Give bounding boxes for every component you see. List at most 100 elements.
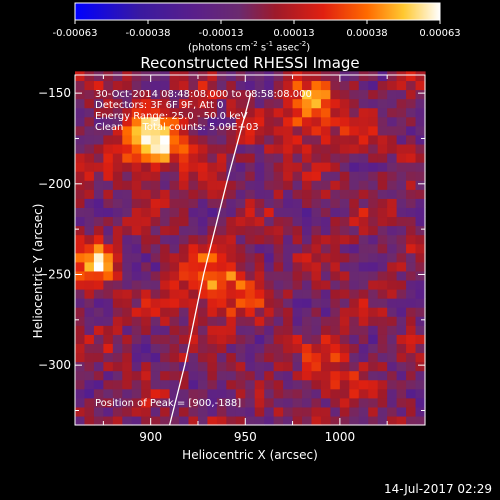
heatmap-cell [330,189,341,199]
heatmap-cell [197,406,209,417]
heatmap-cell [254,125,265,136]
heatmap-cell [377,243,388,254]
heatmap-cell [112,379,123,390]
heatmap-cell [112,397,123,408]
heatmap-cell [254,152,265,163]
heatmap-cell [320,316,332,326]
heatmap-cell [112,316,123,326]
heatmap-cell [150,162,161,172]
heatmap-cell [197,261,209,272]
heatmap-cell [273,152,284,163]
heatmap-cell [311,216,322,227]
heatmap-cell [131,116,142,127]
heatmap-cell [311,361,322,372]
heatmap-cell [283,379,294,390]
heatmap-cell [320,216,332,227]
heatmap-cell [406,180,417,190]
heatmap-cell [311,198,322,208]
heatmap-cell [235,370,246,381]
heatmap-cell [415,107,426,118]
heatmap-cell [131,225,142,236]
heatmap-cell [320,334,332,344]
heatmap-cell [160,143,171,154]
heatmap-cell [226,406,237,417]
heatmap-cell [273,162,284,172]
heatmap-cell [264,198,275,208]
heatmap-cell [302,134,313,145]
heatmap-cell [377,152,388,163]
heatmap-cell [339,325,350,335]
heatmap-cell [330,207,341,218]
heatmap-cell [141,379,152,390]
heatmap-cell [358,361,369,372]
heatmap-cell [311,298,322,308]
heatmap-cell [292,415,303,426]
heatmap-cell [330,107,341,118]
colorbar-tick-label: 0.00063 [419,28,460,39]
heatmap-cell [387,316,398,326]
heatmap-cell [122,397,133,408]
heatmap-cell [216,71,227,82]
heatmap-cell [330,361,341,372]
heatmap-cell [197,343,209,354]
heatmap-cell [197,279,209,290]
heatmap-cell [292,98,303,109]
heatmap-cell [141,334,152,344]
heatmap-cell [302,388,313,399]
heatmap-cell [93,89,104,100]
heatmap-cell [150,307,161,317]
heatmap-cell [226,279,237,290]
heatmap-cell [112,198,123,208]
heatmap-cell [292,80,303,91]
heatmap-cell [131,252,142,263]
heatmap-cell [112,307,123,317]
heatmap-cell [387,406,398,417]
heatmap-cell [131,98,142,109]
heatmap-cell [339,415,350,426]
heatmap-cell [160,406,171,417]
heatmap-cell [226,325,237,335]
heatmap-cell [358,397,369,408]
heatmap-cell [103,234,114,245]
heatmap-cell [131,234,142,245]
heatmap-cell [415,298,426,308]
heatmap-cell [311,80,322,91]
heatmap-cell [406,207,417,218]
heatmap-cell [415,134,426,145]
heatmap-cell [216,325,227,335]
heatmap-cell [207,352,218,363]
heatmap-cell [283,152,294,163]
heatmap-cell [330,134,341,145]
heatmap-cell [245,107,256,118]
heatmap-cell [292,225,303,236]
heatmap-cell [226,415,237,426]
heatmap-cell [406,397,417,408]
heatmap-cell [112,216,123,227]
heatmap-cell [141,216,152,227]
heatmap-cell [273,325,284,335]
heatmap-cell [320,361,332,372]
heatmap-cell [311,234,322,245]
heatmap-cell [311,71,322,82]
heatmap-cell [415,71,426,82]
heatmap-cell [283,352,294,363]
heatmap-cell [387,361,398,372]
heatmap-cell [216,89,227,100]
heatmap-cell [188,334,199,344]
heatmap-cell [406,298,417,308]
heatmap-cell [330,98,341,109]
heatmap-cell [311,162,322,172]
heatmap-cell [358,316,369,326]
heatmap-cell [396,198,407,208]
heatmap-cell [396,98,407,109]
heatmap-cell [131,298,142,308]
heatmap-cell [141,80,152,91]
heatmap-cell [283,415,294,426]
heatmap-cell [302,198,313,208]
heatmap-cell [131,316,142,326]
heatmap-cell [273,198,284,208]
heatmap-cell [169,261,180,272]
heatmap-cell [84,270,95,281]
heatmap-cell [226,261,237,272]
heatmap-cell [302,125,313,136]
